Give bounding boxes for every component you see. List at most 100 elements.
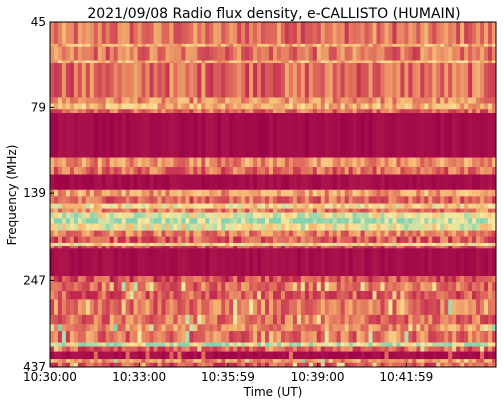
band-cell bbox=[69, 331, 75, 343]
band-cell bbox=[133, 331, 138, 343]
band-cell bbox=[396, 248, 401, 277]
band-cell bbox=[424, 314, 429, 325]
band-cell bbox=[57, 223, 63, 231]
band-cell bbox=[336, 248, 341, 277]
band-cell bbox=[237, 60, 242, 64]
band-cell bbox=[412, 276, 417, 283]
band-cell bbox=[404, 46, 409, 61]
band-cell bbox=[77, 246, 83, 249]
band-cell bbox=[73, 230, 79, 237]
band-cell bbox=[241, 276, 246, 283]
band-cell bbox=[101, 346, 106, 352]
band-cell bbox=[376, 331, 381, 343]
band-cell bbox=[332, 276, 337, 283]
band-cell bbox=[408, 248, 413, 277]
band-cell bbox=[452, 223, 457, 231]
band-cell bbox=[448, 236, 453, 244]
band-cell bbox=[384, 203, 389, 210]
band-cell bbox=[185, 291, 190, 300]
band-cell bbox=[93, 196, 98, 204]
band-cell bbox=[145, 60, 150, 64]
band-cell bbox=[356, 276, 361, 283]
band-cell bbox=[117, 246, 122, 249]
band-cell bbox=[348, 113, 353, 158]
band-cell bbox=[201, 351, 206, 360]
band-cell bbox=[460, 63, 465, 98]
band-cell bbox=[316, 248, 321, 277]
band-cell bbox=[320, 331, 325, 343]
band-cell bbox=[324, 282, 329, 292]
band-cell bbox=[237, 282, 242, 292]
band-cell bbox=[388, 299, 393, 316]
band-cell bbox=[452, 291, 457, 300]
band-cell bbox=[109, 248, 114, 277]
band-cell bbox=[308, 22, 314, 45]
band-cell bbox=[400, 299, 405, 316]
band-cell bbox=[241, 242, 246, 247]
band-cell bbox=[276, 282, 282, 292]
band-cell bbox=[420, 276, 425, 283]
band-cell bbox=[269, 362, 274, 368]
band-cell bbox=[269, 113, 274, 158]
band-cell bbox=[201, 246, 206, 249]
band-cell bbox=[280, 103, 286, 110]
band-cell bbox=[440, 230, 445, 237]
band-cell bbox=[137, 291, 142, 300]
band-cell bbox=[456, 276, 461, 283]
band-cell bbox=[81, 208, 87, 213]
band-cell bbox=[261, 43, 266, 48]
band-cell bbox=[77, 314, 83, 325]
band-cell bbox=[93, 97, 98, 104]
band-cell bbox=[356, 362, 361, 368]
band-cell bbox=[137, 103, 142, 110]
band-cell bbox=[133, 359, 138, 364]
band-cell bbox=[408, 46, 413, 61]
band-cell bbox=[233, 282, 238, 292]
band-cell bbox=[376, 174, 381, 191]
band-cell bbox=[384, 46, 389, 61]
band-cell bbox=[145, 189, 150, 197]
band-cell bbox=[360, 43, 365, 48]
band-cell bbox=[316, 46, 321, 61]
band-cell bbox=[488, 60, 493, 64]
band-cell bbox=[356, 314, 361, 325]
band-cell bbox=[117, 331, 122, 343]
band-cell bbox=[320, 242, 325, 247]
band-cell bbox=[129, 324, 134, 332]
band-cell bbox=[488, 43, 493, 48]
band-cell bbox=[141, 299, 146, 316]
band-cell bbox=[468, 97, 473, 104]
band-cell bbox=[380, 103, 385, 110]
band-cell bbox=[348, 362, 353, 368]
band-cell bbox=[276, 103, 282, 110]
band-cell bbox=[201, 60, 206, 64]
band-cell bbox=[237, 196, 242, 204]
band-cell bbox=[173, 246, 178, 249]
band-cell bbox=[137, 113, 142, 158]
band-cell bbox=[65, 60, 71, 64]
band-cell bbox=[304, 63, 310, 98]
band-cell bbox=[356, 46, 361, 61]
band-cell bbox=[125, 246, 130, 249]
band-cell bbox=[468, 236, 473, 244]
band-cell bbox=[189, 157, 194, 168]
band-cell bbox=[81, 189, 87, 197]
band-cell bbox=[217, 359, 222, 364]
band-cell bbox=[348, 342, 353, 347]
band-cell bbox=[488, 346, 493, 352]
band-cell bbox=[324, 22, 329, 45]
band-cell bbox=[173, 291, 178, 300]
band-cell bbox=[105, 113, 110, 158]
band-cell bbox=[312, 282, 317, 292]
band-cell bbox=[352, 314, 357, 325]
band-cell bbox=[169, 276, 174, 283]
band-cell bbox=[488, 157, 493, 168]
band-cell bbox=[233, 276, 238, 283]
band-cell bbox=[436, 63, 441, 98]
band-cell bbox=[296, 346, 302, 352]
band-cell bbox=[233, 22, 238, 45]
band-cell bbox=[221, 189, 226, 197]
band-cell bbox=[440, 218, 445, 225]
frequency-band bbox=[50, 351, 497, 360]
band-cell bbox=[105, 60, 110, 64]
